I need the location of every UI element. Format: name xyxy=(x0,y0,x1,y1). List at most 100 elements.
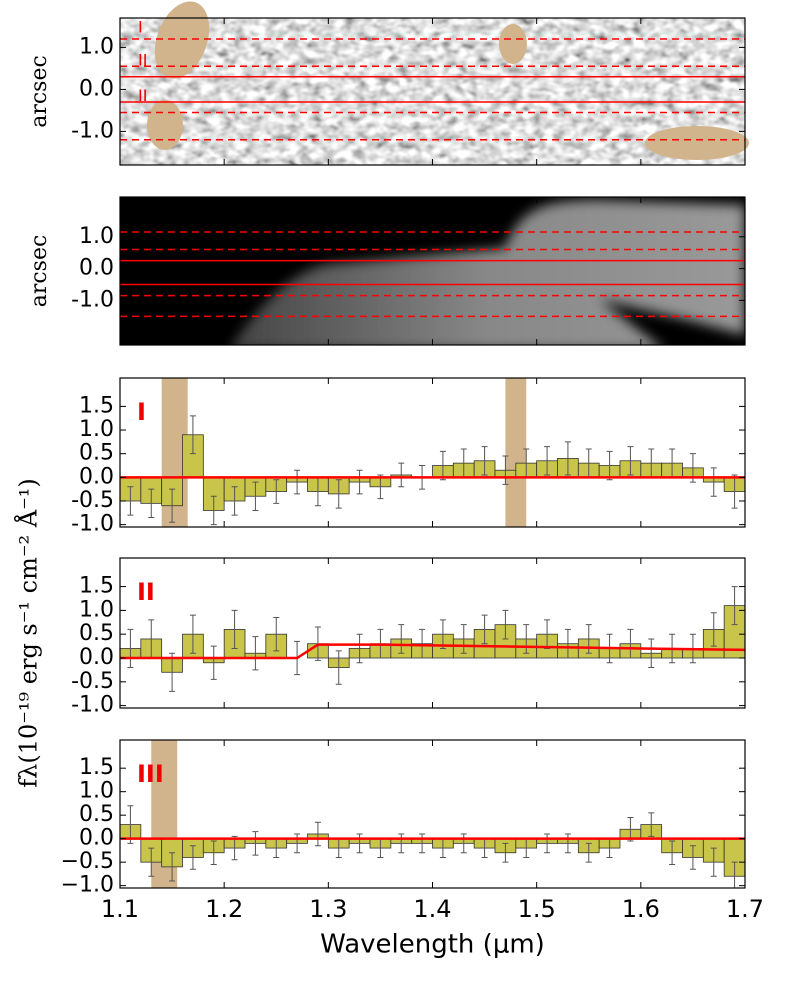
y-tick-label: 1.0 xyxy=(79,417,114,442)
error-bar xyxy=(252,831,259,856)
spectrum-2d-model xyxy=(120,197,745,345)
error-bar xyxy=(689,845,696,870)
error-bar xyxy=(273,617,280,652)
error-bar xyxy=(189,845,196,870)
y-tick-label: -1.0 xyxy=(71,118,114,143)
y-tick-label: -1.0 xyxy=(71,287,114,312)
error-bar xyxy=(627,628,634,659)
error-bar xyxy=(460,624,467,654)
y-tick-label: -1.0 xyxy=(71,693,114,718)
error-bar xyxy=(627,817,634,842)
error-bar xyxy=(356,833,363,854)
mask xyxy=(147,100,183,150)
error-bar xyxy=(252,481,259,511)
x-tick-label: 1.2 xyxy=(205,895,243,923)
mask xyxy=(499,24,527,64)
error-bar xyxy=(148,847,155,877)
error-bar xyxy=(419,833,426,854)
error-bar xyxy=(273,479,280,504)
error-bar xyxy=(502,609,509,640)
error-bar xyxy=(169,652,176,692)
y-tick-label: -0.5 xyxy=(71,488,114,513)
error-bar xyxy=(314,821,321,847)
error-bar xyxy=(398,833,405,854)
y-tick-label: 0.0 xyxy=(79,256,114,281)
y-tick-label: 1.5 xyxy=(79,755,114,780)
error-bar xyxy=(710,612,717,647)
error-bar xyxy=(356,633,363,664)
mask xyxy=(154,1,210,79)
error-bar xyxy=(210,495,217,526)
y-tick-label: -0.5 xyxy=(71,669,114,694)
error-bar xyxy=(564,833,571,854)
y-tick-label: 1.5 xyxy=(79,393,114,418)
error-bar xyxy=(669,840,676,866)
y-tick-label: −1.0 xyxy=(61,873,114,898)
y-tick-label: 0.5 xyxy=(79,802,114,827)
error-bar xyxy=(731,586,738,626)
error-bar xyxy=(585,842,592,863)
error-bar xyxy=(335,479,342,509)
error-bar xyxy=(564,628,571,659)
error-bar xyxy=(377,474,384,500)
model-line xyxy=(120,643,746,660)
x-tick-label: 1.7 xyxy=(726,895,764,923)
error-bar xyxy=(606,450,613,481)
error-bar xyxy=(294,833,301,854)
error-bar xyxy=(439,619,446,649)
error-bar xyxy=(710,467,717,497)
error-bar xyxy=(231,609,238,649)
y-axis-label: fλ(10⁻¹⁹ erg s⁻¹ cm⁻² Å⁻¹) xyxy=(14,478,43,788)
error-bar xyxy=(127,628,134,669)
error-bar xyxy=(544,833,551,854)
error-bar xyxy=(294,469,301,495)
error-bar xyxy=(356,469,363,495)
error-bar xyxy=(127,486,134,516)
region-label: I xyxy=(137,398,146,426)
trace xyxy=(233,200,745,345)
y-tick-label: 1.0 xyxy=(79,779,114,804)
x-tick-label: 1.1 xyxy=(101,895,139,923)
y-tick-label: 1.0 xyxy=(79,34,114,59)
y-tick-label: 0.5 xyxy=(79,441,114,466)
error-bar xyxy=(731,474,738,509)
y-axis-label: arcsec xyxy=(27,55,52,128)
y-tick-label: 0.0 xyxy=(79,826,114,851)
y-tick-label: 0.5 xyxy=(79,621,114,646)
y-tick-label: 0.0 xyxy=(79,464,114,489)
y-axis-label: arcsec xyxy=(27,235,52,308)
region-label: II xyxy=(137,578,155,606)
masks-2d xyxy=(147,1,749,160)
x-tick-label: 1.3 xyxy=(309,895,347,923)
region-label: II xyxy=(138,50,147,69)
region-label: III xyxy=(137,760,164,788)
mask xyxy=(645,126,749,160)
error-bar xyxy=(398,624,405,654)
region-label: II xyxy=(138,86,147,105)
error-bar xyxy=(148,488,155,519)
error-bar xyxy=(710,847,717,877)
error-bar xyxy=(439,450,446,481)
masked-region xyxy=(505,378,527,527)
error-bar xyxy=(210,840,217,866)
y-tick-label: -1.0 xyxy=(71,512,114,537)
error-bar xyxy=(648,812,655,837)
error-bar xyxy=(544,446,551,476)
error-bar xyxy=(189,614,196,654)
x-tick-label: 1.5 xyxy=(518,895,556,923)
y-tick-label: −0.5 xyxy=(61,849,114,874)
x-axis-label: Wavelength (μm) xyxy=(320,930,545,960)
error-bar xyxy=(127,805,134,844)
error-bar xyxy=(169,852,176,882)
error-bar xyxy=(169,488,176,523)
error-bar xyxy=(252,636,259,671)
y-tick-label: 0.0 xyxy=(79,76,114,101)
error-bar xyxy=(189,415,196,455)
error-bar xyxy=(564,441,571,476)
error-bar xyxy=(648,638,655,669)
y-tick-label: 0.0 xyxy=(79,645,114,670)
y-tick-label: 1.0 xyxy=(79,597,114,622)
x-tick-label: 1.6 xyxy=(622,895,660,923)
error-bar xyxy=(398,462,405,488)
